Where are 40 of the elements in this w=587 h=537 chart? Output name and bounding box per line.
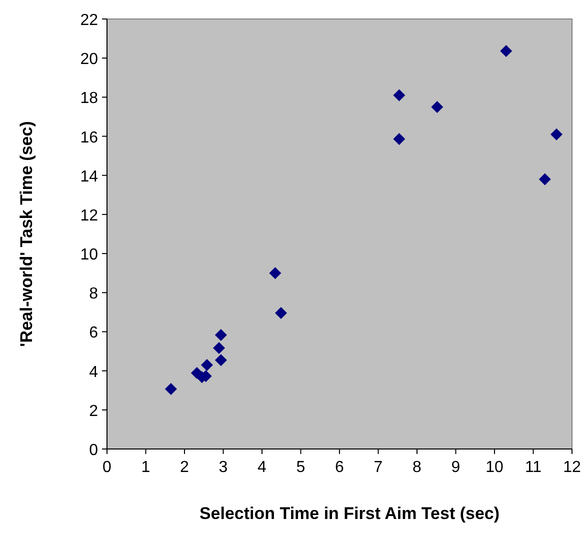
x-tick-label: 7: [374, 459, 383, 476]
point: [164, 382, 177, 395]
point: [200, 358, 213, 371]
x-tick-label: 11: [524, 459, 542, 476]
x-tick-label: 3: [218, 459, 228, 476]
y-tick-label: 0: [89, 442, 98, 459]
point: [212, 342, 225, 354]
x-tick-label: 9: [451, 459, 460, 476]
y-tick-label: 10: [80, 246, 98, 264]
y-axis-title: 'Real-world' Task Time (sec): [17, 121, 36, 347]
x-tick-label: 5: [296, 459, 306, 476]
y-tick-label: 2: [89, 402, 98, 420]
point: [538, 173, 551, 186]
point: [393, 89, 406, 102]
point: [214, 354, 227, 366]
point: [500, 45, 512, 58]
point: [269, 267, 282, 280]
point: [431, 100, 444, 113]
x-tick-label: 4: [258, 459, 267, 476]
y-tick-label: 18: [80, 90, 98, 108]
x-tick-label: 0: [102, 459, 112, 476]
y-tick-label: 6: [89, 324, 98, 342]
x-tick-label: 12: [563, 459, 581, 476]
point: [550, 128, 562, 140]
x-tick-label: 10: [486, 459, 504, 476]
y-tick-label: 14: [80, 168, 98, 186]
y-tick-label: 8: [89, 286, 98, 303]
x-tick-label: 6: [335, 459, 344, 476]
x-tick-label: 1: [141, 459, 150, 476]
x-tick-label: 8: [412, 459, 422, 476]
y-tick-label: 16: [80, 129, 98, 146]
point: [393, 133, 406, 146]
x-axis-title: Selection Time in First Aim Test (sec): [199, 504, 500, 523]
y-tick-label: 20: [80, 51, 98, 68]
x-tick-label: 2: [180, 459, 190, 476]
y-tick-label: 4: [89, 364, 98, 381]
y-tick-label: 12: [80, 207, 98, 224]
y-tick-label: 22: [80, 12, 98, 29]
point: [214, 329, 227, 342]
point: [274, 306, 287, 319]
